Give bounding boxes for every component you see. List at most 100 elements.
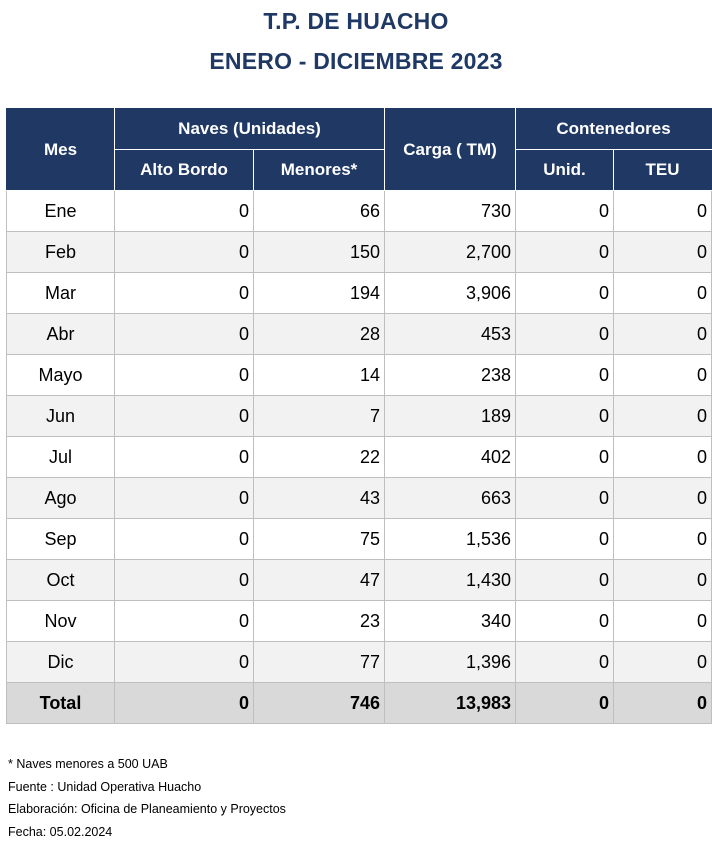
header-carga: Carga ( TM) — [385, 109, 516, 191]
cell-unid: 0 — [516, 232, 614, 273]
cell-total-unid: 0 — [516, 683, 614, 724]
cell-menores: 47 — [254, 560, 385, 601]
footnote-naves-menores: * Naves menores a 500 UAB — [8, 753, 286, 776]
cell-mes: Ago — [7, 478, 115, 519]
cell-alto-bordo: 0 — [115, 642, 254, 683]
cell-total-label: Total — [7, 683, 115, 724]
cell-alto-bordo: 0 — [115, 273, 254, 314]
cell-alto-bordo: 0 — [115, 191, 254, 232]
cell-unid: 0 — [516, 191, 614, 232]
cell-teu: 0 — [614, 396, 712, 437]
cell-mes: Feb — [7, 232, 115, 273]
cell-mes: Dic — [7, 642, 115, 683]
cell-alto-bordo: 0 — [115, 232, 254, 273]
cell-alto-bordo: 0 — [115, 519, 254, 560]
cell-mes: Mar — [7, 273, 115, 314]
cell-alto-bordo: 0 — [115, 396, 254, 437]
cell-mes: Jul — [7, 437, 115, 478]
footnote-fuente: Fuente : Unidad Operativa Huacho — [8, 776, 286, 799]
footnote-fecha: Fecha: 05.02.2024 — [8, 821, 286, 843]
cell-mes: Oct — [7, 560, 115, 601]
cell-menores: 150 — [254, 232, 385, 273]
cell-menores: 14 — [254, 355, 385, 396]
cell-total-teu: 0 — [614, 683, 712, 724]
cell-carga: 730 — [385, 191, 516, 232]
cell-teu: 0 — [614, 601, 712, 642]
cell-unid: 0 — [516, 273, 614, 314]
cell-unid: 0 — [516, 355, 614, 396]
cell-alto-bordo: 0 — [115, 560, 254, 601]
header-menores: Menores* — [254, 150, 385, 191]
cell-carga: 1,536 — [385, 519, 516, 560]
cell-unid: 0 — [516, 642, 614, 683]
cell-carga: 1,396 — [385, 642, 516, 683]
cell-teu: 0 — [614, 314, 712, 355]
cell-carga: 3,906 — [385, 273, 516, 314]
cell-total-carga: 13,983 — [385, 683, 516, 724]
cell-menores: 77 — [254, 642, 385, 683]
cell-menores: 23 — [254, 601, 385, 642]
header-teu: TEU — [614, 150, 712, 191]
cell-teu: 0 — [614, 560, 712, 601]
cell-mes: Ene — [7, 191, 115, 232]
cell-carga: 189 — [385, 396, 516, 437]
cell-alto-bordo: 0 — [115, 355, 254, 396]
cell-teu: 0 — [614, 191, 712, 232]
footnote-elaboracion: Elaboración: Oficina de Planeamiento y P… — [8, 798, 286, 821]
cell-mes: Mayo — [7, 355, 115, 396]
cell-alto-bordo: 0 — [115, 437, 254, 478]
cell-alto-bordo: 0 — [115, 478, 254, 519]
cell-carga: 453 — [385, 314, 516, 355]
footnotes: * Naves menores a 500 UAB Fuente : Unida… — [8, 753, 286, 843]
cell-teu: 0 — [614, 642, 712, 683]
header-naves: Naves (Unidades) — [115, 109, 385, 150]
cell-menores: 194 — [254, 273, 385, 314]
cell-teu: 0 — [614, 232, 712, 273]
cell-carga: 1,430 — [385, 560, 516, 601]
cell-teu: 0 — [614, 519, 712, 560]
cell-teu: 0 — [614, 478, 712, 519]
header-alto-bordo: Alto Bordo — [115, 150, 254, 191]
cell-menores: 43 — [254, 478, 385, 519]
cell-teu: 0 — [614, 273, 712, 314]
page-title: T.P. DE HUACHO — [0, 8, 712, 35]
cell-unid: 0 — [516, 560, 614, 601]
cell-menores: 7 — [254, 396, 385, 437]
cell-total-alto-bordo: 0 — [115, 683, 254, 724]
cell-mes: Jun — [7, 396, 115, 437]
header-contenedores: Contenedores — [516, 109, 712, 150]
cell-menores: 22 — [254, 437, 385, 478]
cell-alto-bordo: 0 — [115, 601, 254, 642]
cell-unid: 0 — [516, 478, 614, 519]
cell-teu: 0 — [614, 355, 712, 396]
cell-unid: 0 — [516, 519, 614, 560]
cell-unid: 0 — [516, 314, 614, 355]
header-unid: Unid. — [516, 150, 614, 191]
cell-mes: Sep — [7, 519, 115, 560]
cell-total-menores: 746 — [254, 683, 385, 724]
cell-menores: 66 — [254, 191, 385, 232]
cell-unid: 0 — [516, 396, 614, 437]
cell-unid: 0 — [516, 601, 614, 642]
header-mes: Mes — [7, 109, 115, 191]
cell-alto-bordo: 0 — [115, 314, 254, 355]
cell-carga: 238 — [385, 355, 516, 396]
cell-carga: 340 — [385, 601, 516, 642]
cell-carga: 663 — [385, 478, 516, 519]
cell-carga: 2,700 — [385, 232, 516, 273]
port-traffic-table: Mes Naves (Unidades) Carga ( TM) Contene… — [6, 108, 712, 724]
cell-mes: Abr — [7, 314, 115, 355]
cell-carga: 402 — [385, 437, 516, 478]
cell-teu: 0 — [614, 437, 712, 478]
